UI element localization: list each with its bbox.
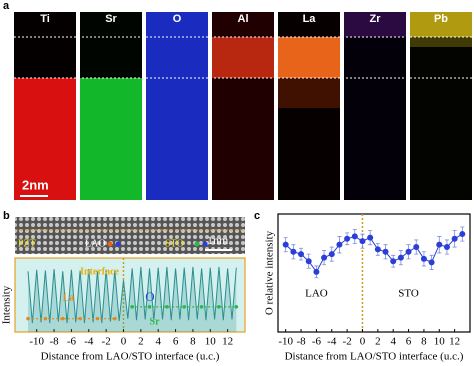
annotation: STO xyxy=(398,288,419,300)
panel-label: b xyxy=(3,210,10,222)
element-label: La xyxy=(303,13,317,25)
marker xyxy=(199,305,204,309)
x-tick-label: 12 xyxy=(222,336,233,348)
plot-area xyxy=(277,213,471,333)
marker xyxy=(130,305,134,309)
x-tick-label: 6 xyxy=(173,336,179,348)
annotation: Sr xyxy=(150,316,161,327)
x-tick-label: -2 xyxy=(102,336,111,348)
annotation: O xyxy=(145,289,154,304)
x-tick-label: -10 xyxy=(278,336,293,348)
marker xyxy=(413,244,420,251)
marker xyxy=(443,244,450,251)
element-label: Pb xyxy=(434,13,448,25)
marker xyxy=(382,248,389,255)
marker xyxy=(336,241,343,248)
stem-label: STO xyxy=(165,238,184,249)
x-tick-label: 4 xyxy=(390,336,396,348)
x-tick-label: 6 xyxy=(406,336,412,348)
marker xyxy=(182,305,187,309)
marker xyxy=(328,251,335,258)
stem-label: LAO xyxy=(85,238,106,249)
marker xyxy=(459,231,466,238)
x-tick-label: 0 xyxy=(360,336,366,348)
marker xyxy=(344,235,351,242)
marker xyxy=(359,238,366,245)
marker xyxy=(420,255,427,262)
marker xyxy=(390,258,397,265)
annotation: La xyxy=(63,292,75,303)
marker xyxy=(351,233,358,240)
panel-label: a xyxy=(3,0,10,12)
marker xyxy=(451,235,458,242)
marker xyxy=(428,259,435,266)
x-tick-label: -6 xyxy=(67,336,77,348)
element-label: Sr xyxy=(105,13,117,25)
marker xyxy=(234,305,239,309)
x-tick-label: 12 xyxy=(449,336,460,348)
y-axis-label: Intensity xyxy=(1,285,13,324)
marker xyxy=(43,316,48,321)
marker xyxy=(397,254,404,261)
marker xyxy=(313,268,320,275)
stem-label: PZT xyxy=(18,238,36,249)
y-axis-label: O relative intensity xyxy=(264,230,276,315)
marker xyxy=(217,305,221,309)
series-line xyxy=(27,266,237,324)
element-label: Al xyxy=(238,13,249,25)
x-tick-label: 10 xyxy=(205,336,217,348)
marker xyxy=(305,258,312,265)
marker xyxy=(95,316,100,321)
x-tick-label: -10 xyxy=(29,336,44,348)
x-axis-label: Distance from LAO/STO interface (u.c.) xyxy=(41,351,220,363)
x-tick-label: -2 xyxy=(343,336,352,348)
marker xyxy=(298,251,305,258)
x-tick-label: 2 xyxy=(375,336,381,348)
stem-image xyxy=(15,217,245,254)
element-label: Ti xyxy=(40,13,50,25)
area xyxy=(28,266,237,332)
element-label: Zr xyxy=(370,13,382,25)
x-tick-label: -6 xyxy=(312,336,322,348)
x-tick-label: 0 xyxy=(121,336,127,348)
marker xyxy=(60,316,65,321)
marker xyxy=(374,246,381,253)
element-maps xyxy=(14,12,472,200)
stem-scale: 1nm xyxy=(207,233,229,247)
x-tick-label: 8 xyxy=(190,336,196,348)
annotation: Interface xyxy=(80,266,119,277)
x-tick-label: -4 xyxy=(84,336,94,348)
marker xyxy=(147,305,152,309)
marker xyxy=(290,248,297,255)
x-axis-label: Distance from LAO/STO interface (u.c.) xyxy=(285,351,464,363)
marker xyxy=(405,248,412,255)
x-tick-label: 8 xyxy=(421,336,427,348)
marker xyxy=(78,316,82,321)
x-tick-label: 10 xyxy=(434,336,446,348)
x-tick-label: 4 xyxy=(155,336,161,348)
x-tick-label: -8 xyxy=(49,336,59,348)
marker xyxy=(165,305,169,309)
element-label: O xyxy=(173,13,182,25)
annotation: LAO xyxy=(305,288,328,300)
marker xyxy=(26,316,30,321)
panel-label: c xyxy=(254,210,260,222)
marker xyxy=(113,316,117,321)
marker xyxy=(282,241,289,248)
scale-label: 2nm xyxy=(22,177,49,192)
marker xyxy=(367,234,374,241)
x-tick-label: -8 xyxy=(296,336,306,348)
marker xyxy=(321,254,328,261)
marker xyxy=(436,241,443,248)
x-tick-label: -4 xyxy=(327,336,337,348)
x-tick-label: 2 xyxy=(138,336,144,348)
